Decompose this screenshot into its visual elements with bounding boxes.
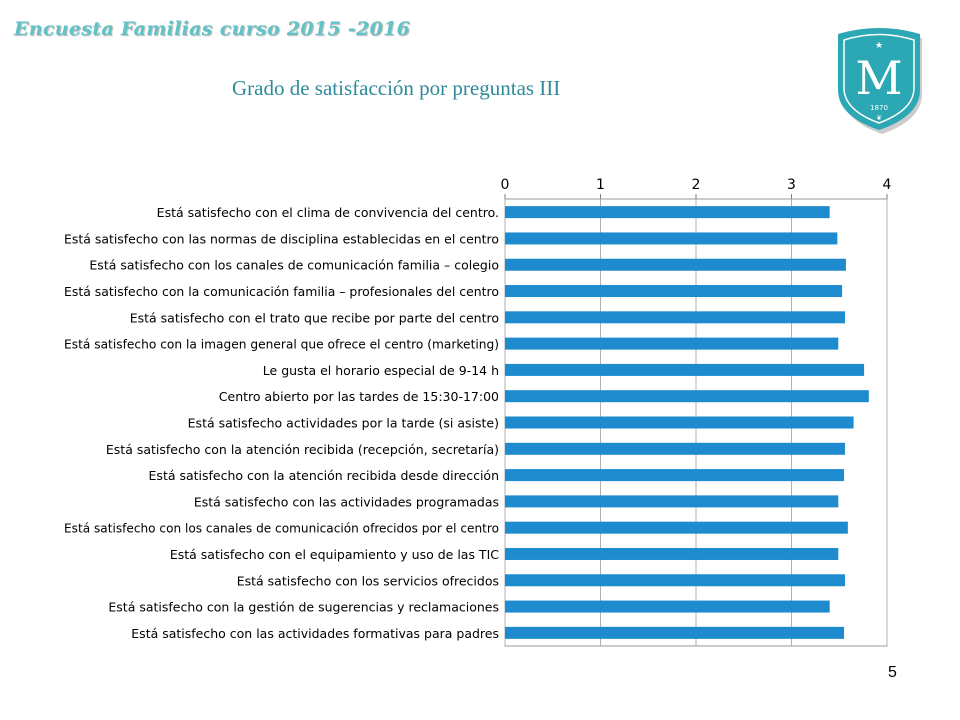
x-tick-label: 0 [501, 177, 510, 193]
logo-flourish-icon: ❦ [876, 114, 882, 122]
logo-crown-icon: ★ [875, 41, 883, 51]
logo-year: 1870 [870, 104, 888, 112]
bar [505, 600, 830, 613]
bar [505, 547, 839, 560]
category-label: Está satisfecho con la gestión de sugere… [108, 600, 499, 615]
bar [505, 442, 845, 455]
bar [505, 311, 845, 324]
bar [505, 390, 869, 403]
bar [505, 258, 846, 271]
category-label: Está satisfecho con el clima de conviven… [157, 205, 499, 220]
category-label: Está satisfecho con los servicios ofreci… [237, 573, 499, 588]
category-label: Centro abierto por las tardes de 15:30-1… [219, 389, 499, 404]
slide-title: Grado de satisfacción por preguntas III [232, 76, 561, 100]
bar [505, 626, 845, 639]
survey-title: Encuesta Familias curso 2015 -2016 [14, 18, 411, 40]
bar [505, 337, 839, 350]
school-shield-logo: ★ M 1870 ❦ [838, 28, 922, 134]
bar [505, 574, 845, 587]
bar [505, 232, 838, 245]
page-number: 5 [888, 664, 897, 681]
category-label: Está satisfecho con la atención recibida… [149, 468, 499, 483]
bar [505, 416, 854, 429]
category-label: Está satisfecho con el trato que recibe … [130, 310, 499, 325]
bar [505, 206, 830, 219]
bar [505, 521, 848, 534]
x-tick-label: 2 [692, 177, 701, 193]
category-label: Está satisfecho con la atención recibida… [106, 442, 499, 457]
shield-inner-border [843, 33, 915, 124]
category-label: Está satisfecho con los canales de comun… [64, 521, 499, 536]
category-label: Le gusta el horario especial de 9-14 h [263, 363, 499, 378]
category-label: Está satisfecho con la imagen general qu… [64, 337, 499, 352]
bar [505, 363, 865, 376]
category-label: Está satisfecho con las actividades prog… [194, 494, 499, 509]
category-label: Está satisfecho con los canales de comun… [89, 258, 499, 273]
category-label: Está satisfecho con las actividades form… [131, 626, 499, 641]
logo-letter: M [855, 51, 902, 105]
category-label: Está satisfecho con el equipamiento y us… [170, 547, 499, 562]
x-tick-label: 4 [883, 177, 892, 193]
category-label: Está satisfecho actividades por la tarde… [188, 416, 499, 431]
category-label: Está satisfecho con las normas de discip… [64, 231, 499, 246]
shield-body [838, 28, 920, 130]
bar [505, 469, 845, 482]
x-tick-label: 1 [596, 177, 605, 193]
category-label: Está satisfecho con la comunicación fami… [64, 284, 499, 299]
bar [505, 285, 843, 298]
bar [505, 495, 839, 508]
x-tick-label: 3 [787, 177, 796, 193]
